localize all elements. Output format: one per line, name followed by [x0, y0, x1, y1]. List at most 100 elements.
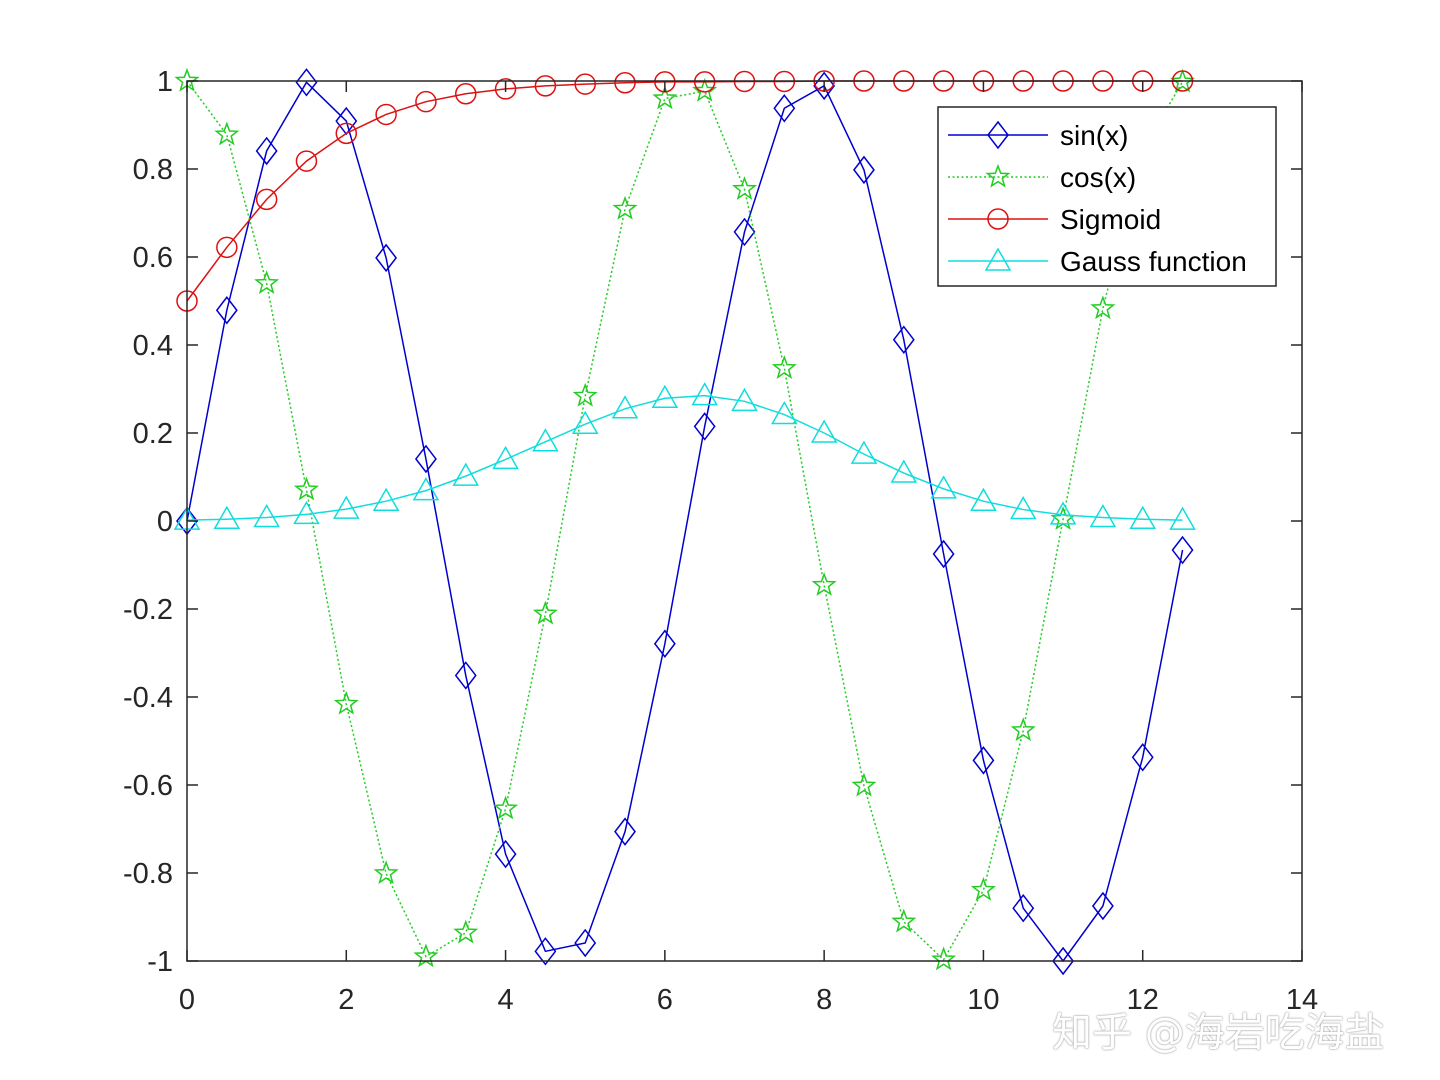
y-tick-label: 0.6 [133, 242, 173, 274]
legend-label: sin(x) [1060, 120, 1128, 151]
legend-marker [987, 208, 1009, 230]
legend-label: cos(x) [1060, 162, 1136, 193]
data-point [810, 419, 838, 443]
data-point [1169, 506, 1196, 530]
legend-label: Sigmoid [1060, 204, 1161, 235]
y-tick-label: -0.6 [123, 770, 173, 802]
data-point [373, 860, 399, 885]
data-point [614, 72, 636, 94]
data-point [255, 136, 278, 166]
data-point [333, 690, 359, 715]
data-point [651, 384, 679, 408]
data-point [890, 459, 918, 483]
y-tick-label: 1 [157, 66, 173, 98]
data-point [892, 325, 915, 354]
data-point [213, 505, 241, 529]
series-line [186, 394, 1183, 521]
x-tick-label: 14 [1286, 984, 1318, 1016]
data-point [574, 73, 596, 95]
data-point [891, 908, 917, 933]
data-point [532, 600, 558, 625]
data-point [295, 68, 318, 97]
y-tick-label: -0.8 [123, 858, 173, 890]
data-point [1089, 503, 1117, 528]
data-point [611, 395, 639, 419]
legend-marker [984, 247, 1012, 271]
data-point [571, 410, 599, 434]
data-point [414, 444, 437, 474]
data-point [1050, 506, 1076, 530]
data-point [534, 937, 557, 966]
x-tick-label: 2 [338, 984, 354, 1016]
legend-marker [985, 163, 1011, 188]
y-tick-label: 0.8 [133, 154, 173, 186]
data-point [1009, 496, 1037, 520]
data-point [1010, 717, 1036, 742]
data-point [972, 746, 995, 775]
data-point [455, 83, 477, 105]
legend-entry: cos(x) [948, 162, 1136, 193]
data-point [534, 75, 557, 97]
data-point [295, 150, 318, 172]
data-point [612, 195, 638, 220]
data-point [614, 817, 636, 846]
data-point [773, 94, 796, 123]
data-point [454, 661, 477, 690]
data-point [653, 629, 676, 658]
data-point [1131, 743, 1154, 772]
data-point [853, 155, 875, 185]
data-point [412, 477, 440, 501]
data-point [214, 121, 240, 146]
data-point [970, 487, 997, 511]
data-point [215, 296, 238, 325]
x-tick-label: 8 [816, 984, 832, 1016]
data-point [930, 475, 957, 499]
data-point [253, 503, 280, 528]
plot-marks [173, 67, 1196, 976]
legend-entry: Gauss function [948, 246, 1247, 277]
x-tick-label: 10 [967, 984, 999, 1016]
data-point [255, 188, 278, 211]
data-point [493, 795, 519, 820]
axis-ticks: 0 2 4 6 8 10 12 14 -1 -0.8 -0.6 -0.4 -0.2 0 0.2 0.4 0.6 0… [123, 66, 1318, 1016]
legend: sin(x) cos(x) Sigmoid Gauss function [937, 106, 1277, 287]
legend-entry: sin(x) [948, 120, 1128, 151]
data-point [532, 428, 559, 452]
legend-label: Gauss function [1060, 246, 1247, 277]
y-tick-label: 0.2 [133, 418, 173, 450]
y-tick-label: 0 [157, 506, 173, 538]
data-point [1049, 501, 1077, 525]
data-point [771, 355, 797, 379]
data-point [692, 77, 718, 102]
y-tick-label: -1 [147, 946, 173, 978]
data-point [452, 462, 480, 486]
data-point [375, 243, 398, 273]
y-tick-label: -0.4 [123, 682, 173, 714]
data-point [851, 772, 877, 797]
data-point [1129, 505, 1157, 529]
data-point [492, 445, 519, 470]
data-point [1091, 891, 1114, 921]
data-point [1171, 535, 1194, 565]
data-point [731, 176, 758, 200]
data-point [931, 946, 957, 971]
series-line [186, 80, 1184, 961]
data-point [254, 270, 280, 295]
data-point [652, 85, 678, 110]
legend-entry: Sigmoid [948, 204, 1161, 235]
data-point [216, 236, 238, 259]
data-point [572, 382, 598, 407]
legend-marker [987, 120, 1009, 150]
data-point [970, 877, 996, 901]
x-tick-label: 4 [498, 984, 514, 1016]
data-point [335, 122, 358, 145]
x-tick-label: 12 [1127, 984, 1159, 1016]
x-tick-label: 6 [657, 984, 673, 1016]
data-point [731, 387, 758, 412]
y-tick-label: -0.2 [123, 594, 173, 626]
data-point [932, 539, 955, 569]
data-point [574, 928, 597, 958]
series-sin-x [176, 68, 1194, 976]
series-gauss-function [173, 382, 1196, 530]
data-point [332, 495, 360, 519]
